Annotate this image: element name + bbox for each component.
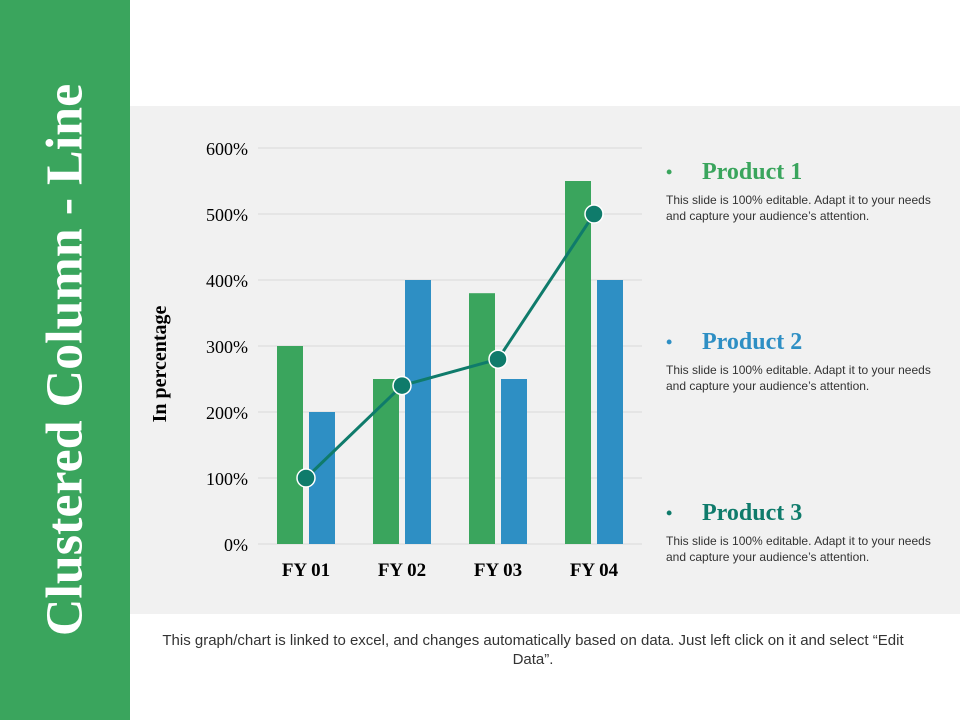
- footnote-text: This graph/chart is linked to excel, and…: [162, 632, 904, 668]
- y-tick-label: 400%: [206, 271, 248, 291]
- legend-item-product-2: • Product 2 This slide is 100% editable.…: [666, 328, 946, 394]
- legend-title-product-2: • Product 2: [666, 328, 946, 356]
- legend-title-product-3: • Product 3: [666, 499, 946, 527]
- y-tick-label: 200%: [206, 403, 248, 423]
- x-tick-label: FY 02: [378, 560, 426, 581]
- y-tick-label: 500%: [206, 205, 248, 225]
- legend-description: This slide is 100% editable. Adapt it to…: [666, 363, 931, 393]
- clustered-column-line-chart: 0% 100% 200% 300% 400% 500% 600% In percentage F…: [149, 139, 642, 581]
- y-tick-label: 100%: [206, 469, 248, 489]
- x-tick-label: FY 04: [570, 560, 619, 581]
- legend-label: Product 3: [702, 500, 803, 526]
- bullet-icon: •: [666, 332, 673, 352]
- bar-product-2: [501, 379, 527, 544]
- bullet-icon: •: [666, 503, 673, 523]
- line-point: [296, 468, 316, 488]
- y-axis-label: In percentage: [149, 305, 171, 422]
- legend-description: This slide is 100% editable. Adapt it to…: [666, 193, 931, 223]
- legend-description: This slide is 100% editable. Adapt it to…: [666, 534, 931, 564]
- line-point: [584, 204, 604, 224]
- legend-title-product-1: • Product 1: [666, 158, 946, 186]
- y-tick-label: 600%: [206, 139, 248, 159]
- bullet-icon: •: [666, 162, 673, 182]
- legend-item-product-3: • Product 3 This slide is 100% editable.…: [666, 499, 946, 565]
- title-sidebar: Clustered Column - Line: [0, 0, 130, 720]
- bar-product-1: [373, 379, 399, 544]
- y-tick-label: 0%: [224, 535, 248, 555]
- legend-item-product-1: • Product 1 This slide is 100% editable.…: [666, 158, 946, 224]
- legend-label: Product 1: [702, 159, 803, 185]
- bar-product-1: [277, 346, 303, 544]
- y-tick-label: 300%: [206, 337, 248, 357]
- line-point: [488, 349, 508, 369]
- line-product-3: [304, 213, 596, 480]
- content-panel: [130, 106, 960, 614]
- line-point: [392, 375, 412, 396]
- bar-product-2: [405, 280, 431, 544]
- x-tick-label: FY 01: [282, 560, 330, 581]
- bar-product-1: [565, 181, 591, 544]
- x-tick-label: FY 03: [474, 560, 522, 581]
- bar-product-2: [597, 280, 623, 544]
- bar-product-1: [469, 293, 495, 544]
- legend-label: Product 2: [702, 329, 803, 355]
- slide-title: Clustered Column - Line: [36, 83, 94, 637]
